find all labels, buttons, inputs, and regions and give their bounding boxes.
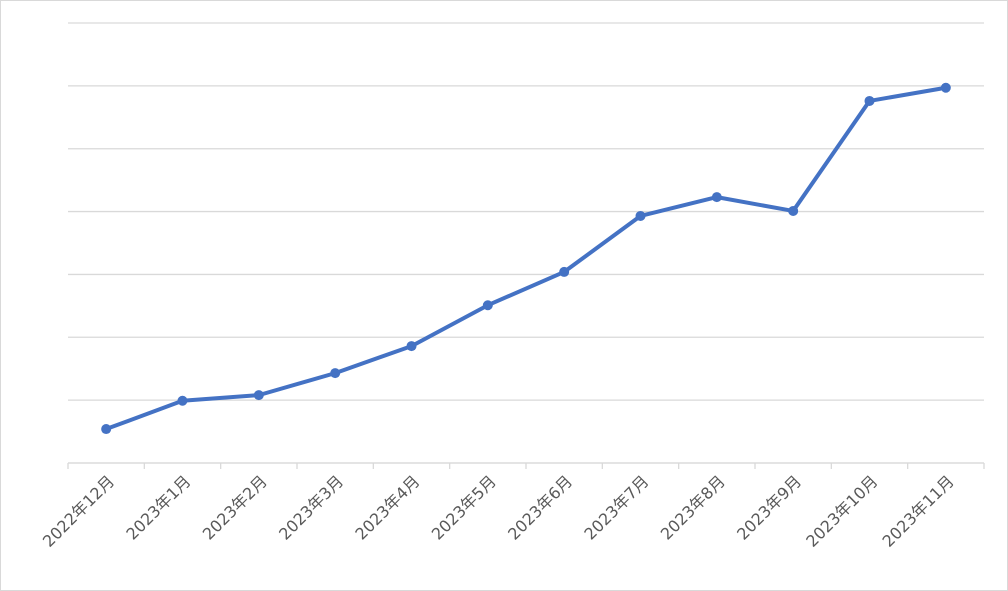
point — [559, 266, 570, 277]
point — [635, 210, 646, 221]
point — [788, 205, 799, 216]
point — [711, 192, 722, 203]
point — [406, 341, 417, 352]
line — [104, 85, 948, 432]
point — [864, 95, 875, 106]
point — [101, 424, 112, 435]
point — [177, 395, 188, 406]
point — [253, 390, 264, 401]
point — [330, 368, 341, 379]
point — [482, 300, 493, 311]
point — [940, 82, 951, 93]
